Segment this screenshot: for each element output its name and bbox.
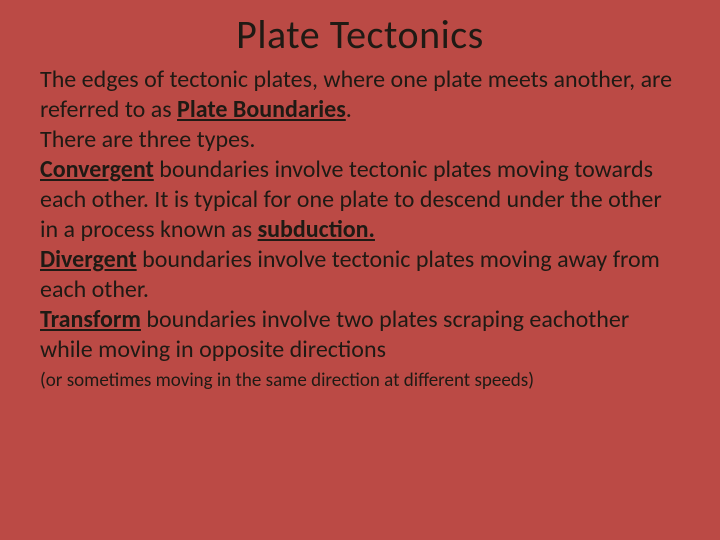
text-intro-a: The edges of tectonic plates, where one … [40, 65, 672, 124]
slide-body: The edges of tectonic plates, where one … [40, 65, 680, 365]
text-transform-label: Transform [40, 305, 141, 334]
text-subduction: subduction. [258, 215, 375, 244]
text-plate-boundaries: Plate Boundaries [177, 95, 346, 124]
paragraph-divergent: Divergent boundaries involve tectonic pl… [40, 245, 680, 305]
paragraph-intro: The edges of tectonic plates, where one … [40, 65, 680, 125]
paragraph-transform: Transform boundaries involve two plates … [40, 305, 680, 365]
paragraph-types: There are three types. [40, 125, 680, 155]
text-convergent-label: Convergent [40, 155, 154, 184]
paragraph-convergent: Convergent boundaries involve tectonic p… [40, 155, 680, 245]
text-intro-c: . [346, 95, 352, 124]
footnote: (or sometimes moving in the same directi… [40, 369, 680, 392]
slide-title: Plate Tectonics [40, 10, 680, 59]
text-divergent-label: Divergent [40, 245, 137, 274]
slide: Plate Tectonics The edges of tectonic pl… [0, 0, 720, 540]
